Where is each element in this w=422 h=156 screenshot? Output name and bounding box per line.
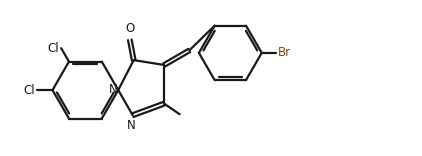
Text: O: O xyxy=(125,22,135,35)
Text: N: N xyxy=(108,83,117,96)
Text: N: N xyxy=(127,119,135,132)
Text: Cl: Cl xyxy=(24,84,35,97)
Text: Cl: Cl xyxy=(48,42,59,55)
Text: Br: Br xyxy=(278,46,291,59)
